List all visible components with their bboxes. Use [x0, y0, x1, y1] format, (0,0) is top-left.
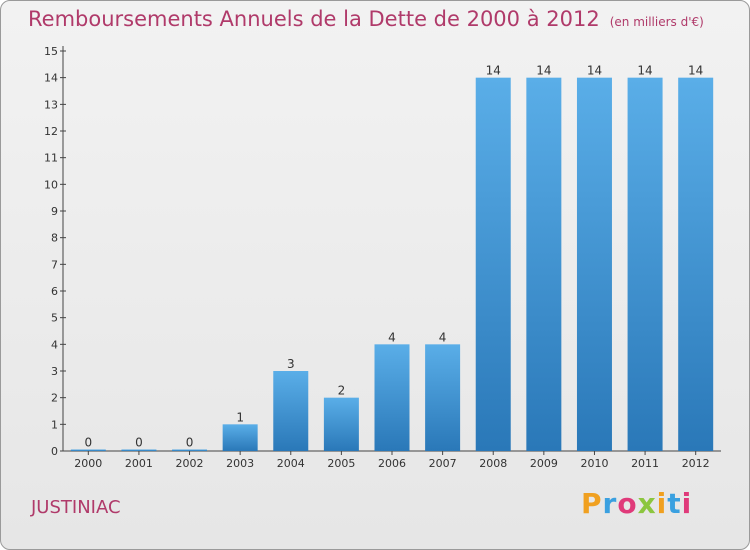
logo-letter: o: [617, 487, 638, 520]
bar: [475, 77, 511, 452]
x-tick-label: 2006: [378, 457, 406, 470]
x-tick-label: 2008: [479, 457, 507, 470]
y-tick-label: 3: [51, 365, 58, 378]
logo-letter: P: [581, 487, 603, 520]
logo-letter: r: [602, 487, 618, 520]
y-tick-label: 10: [44, 178, 58, 191]
bar-value-label: 4: [388, 330, 396, 344]
y-tick-label: 5: [51, 312, 58, 325]
chart-title: Remboursements Annuels de la Dette de 20…: [28, 7, 704, 31]
bar-value-label: 0: [186, 436, 194, 450]
logo-letter: x: [637, 487, 657, 520]
logo-letter: i: [656, 487, 668, 520]
bar-value-label: 1: [236, 410, 244, 424]
bar-value-label: 14: [637, 64, 652, 78]
y-tick-label: 7: [51, 258, 58, 271]
y-tick-label: 6: [51, 285, 58, 298]
bar: [121, 449, 157, 451]
x-tick-label: 2001: [125, 457, 153, 470]
bar: [374, 344, 410, 451]
x-tick-label: 2010: [580, 457, 608, 470]
x-tick-label: 2005: [327, 457, 355, 470]
bar: [576, 77, 612, 452]
x-tick-label: 2003: [226, 457, 254, 470]
y-tick-label: 8: [51, 232, 58, 245]
y-tick-label: 9: [51, 205, 58, 218]
x-tick-label: 2002: [176, 457, 204, 470]
bar: [627, 77, 663, 452]
logo-letter: t: [667, 487, 682, 520]
chart-subtitle: (en milliers d'€): [609, 15, 704, 29]
bar: [70, 449, 106, 451]
y-tick-label: 11: [44, 152, 58, 165]
y-tick-label: 4: [51, 338, 58, 351]
bar-value-label: 2: [338, 384, 346, 398]
x-tick-label: 2000: [74, 457, 102, 470]
bar: [526, 77, 562, 452]
logo-letter: i: [681, 487, 693, 520]
chart-title-text: Remboursements Annuels de la Dette de 20…: [28, 7, 600, 31]
commune-name: JUSTINIAC: [31, 497, 121, 518]
bar-value-label: 3: [287, 357, 295, 371]
bar: [425, 344, 461, 451]
x-tick-label: 2012: [682, 457, 710, 470]
bar-value-label: 14: [587, 64, 602, 78]
bar-value-label: 14: [486, 64, 501, 78]
x-tick-label: 2011: [631, 457, 659, 470]
y-tick-label: 13: [44, 98, 58, 111]
y-tick-label: 14: [44, 72, 58, 85]
y-tick-label: 12: [44, 125, 58, 138]
bar: [273, 371, 309, 451]
bar: [323, 397, 359, 451]
x-tick-label: 2009: [530, 457, 558, 470]
y-tick-label: 2: [51, 392, 58, 405]
y-tick-label: 0: [51, 445, 58, 458]
x-tick-label: 2007: [429, 457, 457, 470]
bar-value-label: 0: [135, 436, 143, 450]
bar-value-label: 14: [688, 64, 703, 78]
y-tick-label: 1: [51, 418, 58, 431]
bar-value-label: 0: [84, 436, 92, 450]
proxiti-logo: Proxiti: [581, 487, 692, 520]
bar: [222, 424, 258, 451]
bar-value-label: 4: [439, 330, 447, 344]
bar: [678, 77, 714, 452]
x-tick-label: 2004: [277, 457, 305, 470]
y-tick-label: 15: [44, 45, 58, 58]
bar-value-label: 14: [536, 64, 551, 78]
bar: [172, 449, 208, 451]
